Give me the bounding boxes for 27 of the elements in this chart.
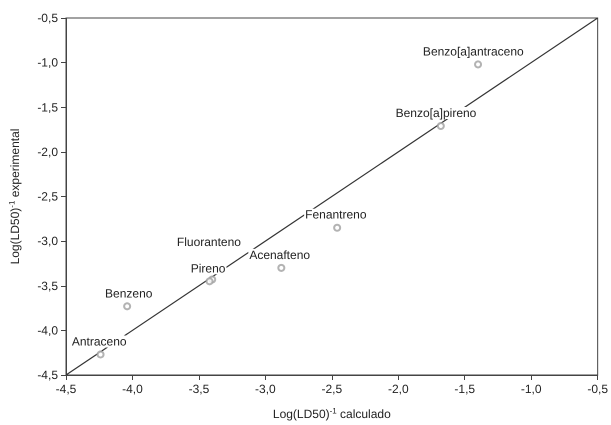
y-tick-label: -2,5: [37, 190, 58, 204]
annotation: Pireno: [190, 261, 226, 276]
y-tick-label: -3,0: [37, 234, 58, 248]
x-tick-label: -0,5: [587, 382, 608, 396]
y-tick-label: -3,5: [37, 278, 58, 293]
y-axis-title: Log(LD50)-1 experimental: [8, 128, 22, 264]
annotation: Benzo[a]pireno: [396, 106, 477, 120]
annotation: Antraceno: [72, 334, 127, 348]
y-tick-label: -4,0: [37, 323, 58, 338]
annotation: Acenafteno: [249, 248, 310, 262]
x-tick-label: -1,5: [454, 382, 476, 396]
annotation: Fenantreno: [305, 208, 367, 222]
x-tick-label: -3,0: [255, 382, 276, 396]
y-tick-label: -1,5: [37, 100, 58, 114]
x-tick-label: -3,5: [188, 382, 210, 396]
x-tick-label: -4,0: [122, 382, 144, 396]
x-tick-label: -4,5: [56, 382, 77, 396]
y-tick-label: -1,0: [37, 56, 58, 70]
annotation: Benzo[a]antraceno: [422, 44, 524, 58]
annotation: Benzeno: [105, 286, 153, 300]
y-tick-label: -0,5: [37, 11, 58, 25]
x-tick-label: -2,5: [321, 382, 342, 396]
x-tick-label: -1,0: [520, 382, 542, 396]
y-tick-label: -4,5: [37, 368, 58, 382]
x-tick-label: -2,0: [388, 382, 409, 396]
annotation: Fluoranteno: [176, 234, 242, 249]
y-tick-label: -2,0: [37, 144, 58, 159]
